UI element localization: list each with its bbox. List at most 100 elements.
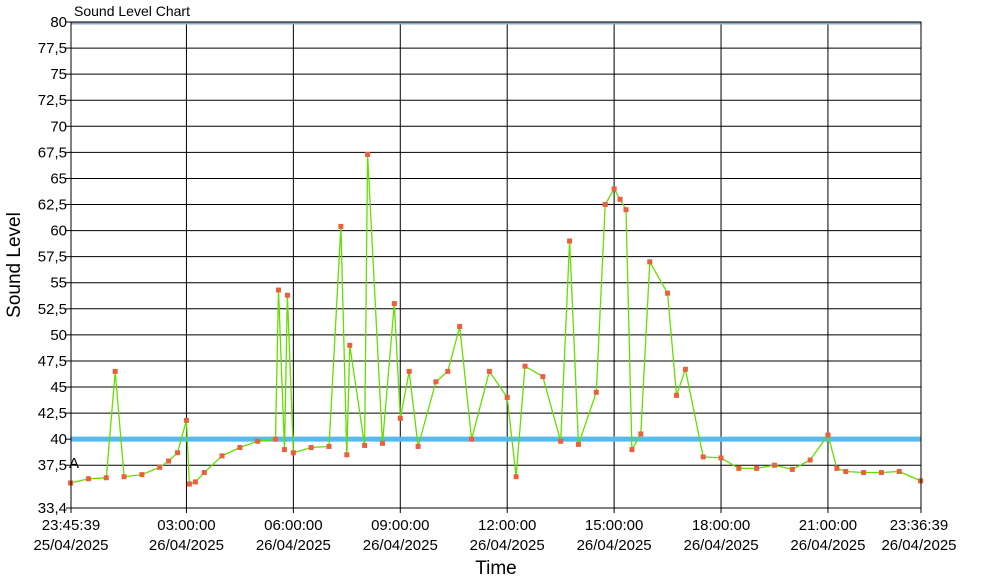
y-tick-label: 77,5 xyxy=(38,40,67,57)
x-tick-label-time: 03:00:00 xyxy=(157,517,215,534)
data-point xyxy=(326,443,332,449)
grid xyxy=(70,21,922,509)
data-point xyxy=(276,287,282,293)
data-point xyxy=(736,465,742,471)
chart-title: Sound Level Chart xyxy=(74,3,190,19)
data-point xyxy=(807,457,813,463)
data-point xyxy=(513,474,519,480)
x-tick-label-date: 26/04/2025 xyxy=(470,537,545,554)
y-tick-label: 70 xyxy=(50,118,67,135)
x-tick-label-time: 18:00:00 xyxy=(692,517,750,534)
y-tick-label: 72,5 xyxy=(38,92,67,109)
x-tick-label-time: 09:00:00 xyxy=(371,517,429,534)
data-point xyxy=(344,452,350,458)
data-point xyxy=(629,447,635,453)
data-point xyxy=(718,455,724,461)
data-point xyxy=(121,474,127,480)
data-point xyxy=(365,151,371,157)
data-point xyxy=(834,465,840,471)
y-tick-label: 47,5 xyxy=(38,353,67,370)
data-point xyxy=(273,436,279,442)
data-point xyxy=(469,436,475,442)
data-point xyxy=(175,450,181,456)
data-point xyxy=(647,259,653,265)
data-point xyxy=(219,453,225,459)
data-point xyxy=(391,301,397,307)
series-line xyxy=(70,153,921,485)
data-point xyxy=(593,389,599,395)
data-point xyxy=(183,417,189,423)
data-point xyxy=(255,438,261,444)
data-point xyxy=(406,368,412,374)
data-point xyxy=(308,445,314,451)
data-point xyxy=(281,447,287,453)
data-point xyxy=(166,458,172,464)
data-point xyxy=(611,186,617,192)
data-point xyxy=(237,445,243,451)
data-point xyxy=(638,431,644,437)
x-tick-label-date: 26/04/2025 xyxy=(577,537,652,554)
data-point xyxy=(878,470,884,476)
data-point xyxy=(575,441,581,447)
y-tick-label: 37,5 xyxy=(38,457,67,474)
y-tick-label: 52,5 xyxy=(38,301,67,318)
y-tick-label: 62,5 xyxy=(38,197,67,214)
x-tick-label-date: 26/04/2025 xyxy=(149,537,224,554)
x-axis-title: Time xyxy=(475,558,517,579)
y-tick-label: 57,5 xyxy=(38,249,67,266)
data-point xyxy=(338,223,344,229)
threshold-lines xyxy=(71,21,921,442)
data-point xyxy=(433,379,439,385)
data-point xyxy=(201,470,207,476)
y-axis-ticks: 80 77,5 75 72,5 70 67,5 65 62,5 60 57,5 55 52,5 50 47… xyxy=(38,14,71,517)
data-point xyxy=(504,394,510,400)
x-tick-label-time: 23:45:39 xyxy=(42,517,100,534)
data-point xyxy=(379,440,385,446)
x-tick-label-date: 26/04/2025 xyxy=(881,537,956,554)
x-tick-label-time: 15:00:00 xyxy=(585,517,643,534)
data-point xyxy=(843,468,849,474)
data-point xyxy=(522,363,528,369)
y-tick-label: 33,4 xyxy=(38,500,67,517)
y-tick-label: 55 xyxy=(50,275,67,292)
data-point xyxy=(567,238,573,244)
data-point xyxy=(602,202,608,208)
data-point xyxy=(103,475,109,481)
data-point xyxy=(673,392,679,398)
plot-frame xyxy=(70,21,922,509)
data-point xyxy=(623,207,629,213)
y-tick-label: 80 xyxy=(50,14,67,31)
y-tick-label: 65 xyxy=(50,170,67,187)
data-point xyxy=(192,479,198,485)
y-tick-label: 42,5 xyxy=(38,405,67,422)
data-point xyxy=(771,462,777,468)
y-tick-label: 75 xyxy=(50,66,67,83)
y-tick-label: 45 xyxy=(50,379,67,396)
data-point xyxy=(896,468,902,474)
x-tick-label-date: 26/04/2025 xyxy=(683,537,758,554)
data-point xyxy=(445,368,451,374)
data-point xyxy=(558,438,564,444)
data-point xyxy=(789,466,795,472)
data-point xyxy=(665,290,671,296)
data-point xyxy=(284,292,290,298)
data-point xyxy=(347,342,353,348)
marker-label: A xyxy=(69,455,79,472)
data-point xyxy=(112,368,118,374)
x-tick-label-date: 26/04/2025 xyxy=(256,537,331,554)
y-tick-label: 40 xyxy=(50,431,67,448)
data-point xyxy=(157,464,163,470)
data-point xyxy=(415,443,421,449)
data-point xyxy=(486,368,492,374)
x-tick-label-time: 12:00:00 xyxy=(478,517,536,534)
y-tick-label: 67,5 xyxy=(38,144,67,161)
x-tick-label-time: 21:00:00 xyxy=(799,517,857,534)
data-point xyxy=(362,442,368,448)
data-point xyxy=(457,324,463,330)
x-tick-label-date: 26/04/2025 xyxy=(790,537,865,554)
y-tick-label: 50 xyxy=(50,327,67,344)
data-point xyxy=(825,432,831,438)
data-point xyxy=(540,374,546,380)
